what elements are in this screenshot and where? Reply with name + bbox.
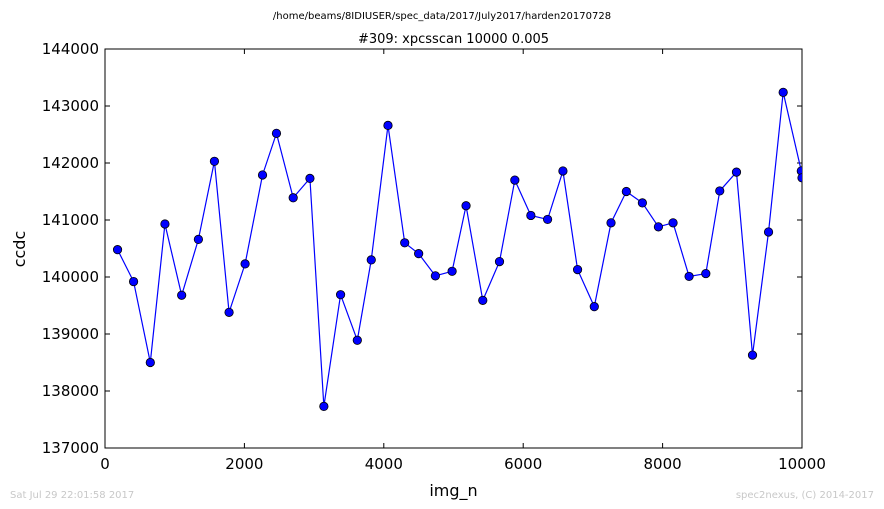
data-point (383, 120, 393, 130)
x-tick-label: 8000 (644, 455, 682, 473)
data-point (478, 295, 488, 305)
data-point (684, 271, 694, 282)
data-point (288, 193, 298, 203)
data-point (653, 222, 664, 232)
data-point (352, 335, 362, 345)
data-point (240, 259, 250, 269)
data-point (558, 166, 568, 176)
data-point (589, 302, 599, 312)
chart-title: #309: xpcsscan 10000 0.005 (358, 32, 549, 47)
x-axis-label: img_n (429, 481, 477, 501)
footer-timestamp: Sat Jul 29 22:01:58 2017 (10, 490, 134, 501)
data-point (366, 255, 376, 265)
data-point (461, 201, 471, 211)
data-point (542, 214, 553, 225)
data-point (145, 357, 155, 368)
data-point (193, 234, 203, 244)
y-tick-label: 144000 (42, 40, 99, 58)
data-point (112, 245, 123, 255)
data-point (606, 218, 616, 228)
series-group (112, 87, 802, 411)
footer-credit: spec2nexus, (C) 2014-2017 (736, 490, 874, 501)
data-point (128, 276, 139, 287)
data-point (747, 350, 758, 360)
plot-area-frame (104, 48, 803, 449)
data-point (160, 219, 170, 229)
data-point (335, 290, 346, 300)
data-point (257, 170, 268, 180)
data-point (319, 401, 329, 411)
y-tick-label: 138000 (42, 382, 99, 400)
y-tick-label: 139000 (42, 325, 99, 343)
data-point (731, 167, 742, 177)
data-point (430, 271, 440, 281)
data-point (715, 186, 725, 196)
x-tick-label: 0 (100, 455, 110, 473)
data-point (510, 175, 520, 185)
y-axis-label: ccdc (10, 231, 29, 268)
data-point (668, 218, 678, 228)
y-tick-label: 142000 (42, 154, 99, 172)
x-tick-label: 2000 (225, 455, 263, 473)
data-point (701, 268, 711, 279)
data-point (778, 87, 788, 97)
series-line (117, 92, 802, 407)
data-point (494, 257, 505, 267)
y-tick-label: 143000 (42, 97, 99, 115)
data-point (400, 238, 410, 248)
data-point (414, 249, 424, 259)
chart-suptitle: /home/beams/8IDIUSER/spec_data/2017/July… (273, 11, 611, 22)
data-point (797, 173, 802, 183)
data-point (209, 156, 220, 166)
x-tick-label: 10000 (778, 455, 826, 473)
data-point (177, 290, 187, 300)
data-point (305, 173, 315, 183)
data-point (271, 128, 282, 138)
data-point (572, 264, 583, 275)
data-point (447, 266, 457, 276)
data-point (526, 210, 536, 221)
data-point (637, 198, 647, 208)
data-point (763, 227, 774, 237)
y-tick-label: 140000 (42, 268, 99, 286)
data-point (621, 186, 631, 197)
x-tick-label: 4000 (365, 455, 403, 473)
y-tick-label: 141000 (42, 211, 99, 229)
data-point (224, 307, 234, 317)
x-tick-label: 6000 (504, 455, 542, 473)
y-tick-label: 137000 (42, 439, 99, 457)
